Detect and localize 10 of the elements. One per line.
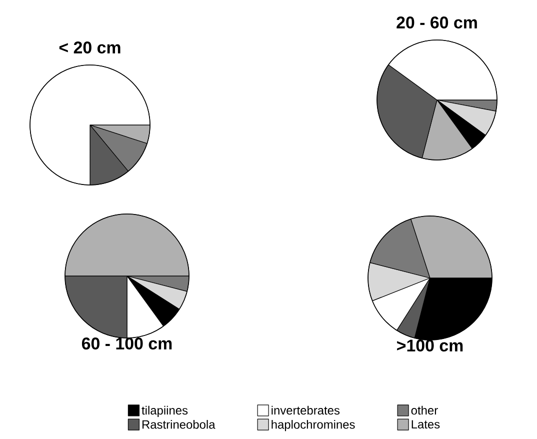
text: 60 - 100 cm (82, 338, 172, 350)
text: >100 cm (397, 340, 463, 352)
legend-label: invertebrates (272, 406, 340, 415)
legend-label: tilapiines (142, 406, 188, 417)
chart-title: < 20 cm (59, 41, 120, 54)
legend-label: Rastrineobola (142, 420, 216, 429)
legend-label: haplochromines (272, 420, 355, 432)
legend-label: Lates (412, 420, 440, 429)
legend-label: other (411, 406, 438, 415)
chart-title: 20 - 60 cm (396, 16, 477, 28)
